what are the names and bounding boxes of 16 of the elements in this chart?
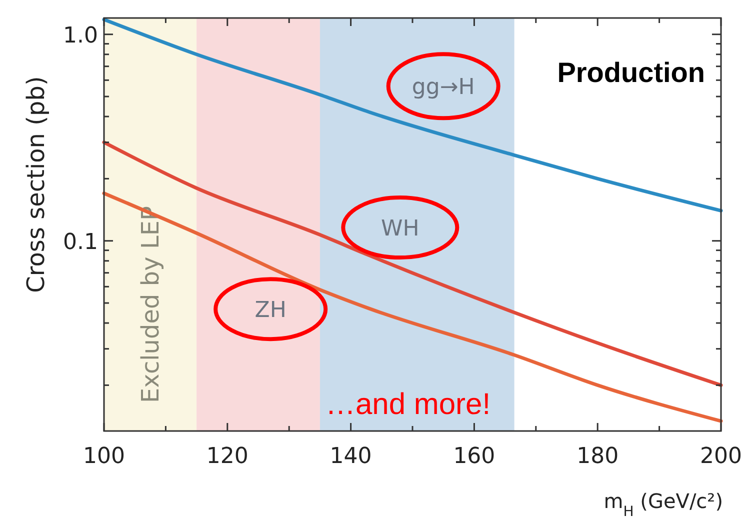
x-tick-label: 180 — [576, 444, 619, 469]
x-tick-label: 120 — [206, 444, 248, 469]
annotation: Production — [557, 57, 705, 88]
y-tick-label: 0.1 — [63, 230, 98, 255]
series-label: ZH — [254, 298, 286, 324]
y-axis-title: Cross section (pb) — [22, 76, 50, 293]
series-label: WH — [381, 216, 420, 242]
x-tick-label: 200 — [700, 444, 742, 469]
x-tick-label: 140 — [330, 444, 372, 469]
x-axis-title: m$_{H}$ (GeV/c²) — [604, 489, 723, 520]
annotation: …and more! — [325, 388, 491, 421]
x-tick-label: 160 — [453, 444, 496, 469]
line-series — [102, 192, 723, 423]
y-tick-label: 1.0 — [63, 23, 98, 48]
series-label: gg→H — [412, 75, 475, 100]
x-tick-label: 100 — [83, 444, 125, 469]
